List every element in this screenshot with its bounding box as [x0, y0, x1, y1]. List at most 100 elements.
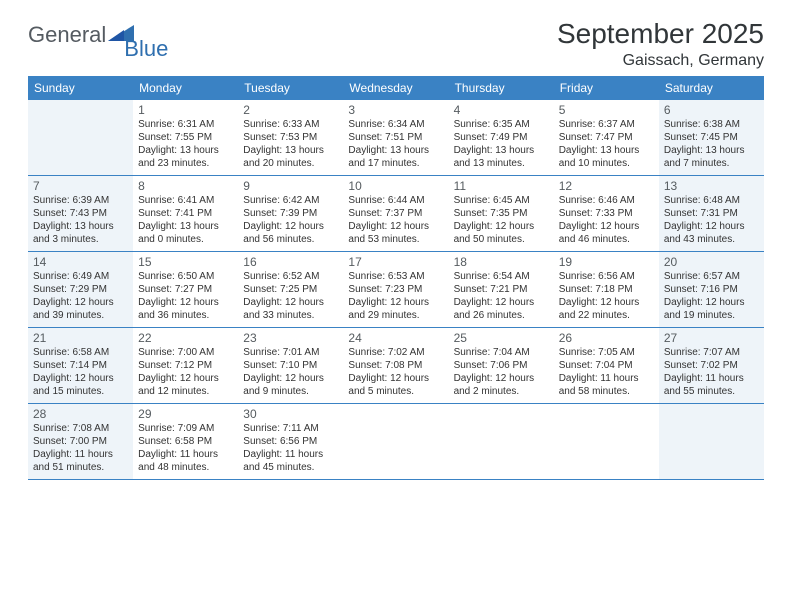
daylight-text: Daylight: 12 hours and 19 minutes.: [664, 296, 759, 322]
day-number: 1: [138, 103, 233, 117]
sunset-text: Sunset: 7:41 PM: [138, 207, 233, 220]
daylight-text: Daylight: 13 hours and 20 minutes.: [243, 144, 338, 170]
daylight-text: Daylight: 13 hours and 3 minutes.: [33, 220, 128, 246]
day-header-friday: Friday: [554, 76, 659, 100]
daylight-text: Daylight: 11 hours and 48 minutes.: [138, 448, 233, 474]
day-info: Sunrise: 6:41 AMSunset: 7:41 PMDaylight:…: [138, 194, 233, 246]
day-cell: [343, 404, 448, 479]
sunrise-text: Sunrise: 7:08 AM: [33, 422, 128, 435]
day-number: 8: [138, 179, 233, 193]
day-info: Sunrise: 6:46 AMSunset: 7:33 PMDaylight:…: [559, 194, 654, 246]
day-cell: 22Sunrise: 7:00 AMSunset: 7:12 PMDayligh…: [133, 328, 238, 403]
day-info: Sunrise: 6:34 AMSunset: 7:51 PMDaylight:…: [348, 118, 443, 170]
daylight-text: Daylight: 12 hours and 33 minutes.: [243, 296, 338, 322]
day-number: 19: [559, 255, 654, 269]
sunrise-text: Sunrise: 7:01 AM: [243, 346, 338, 359]
day-cell: 14Sunrise: 6:49 AMSunset: 7:29 PMDayligh…: [28, 252, 133, 327]
day-cell: 29Sunrise: 7:09 AMSunset: 6:58 PMDayligh…: [133, 404, 238, 479]
day-number: 17: [348, 255, 443, 269]
sunset-text: Sunset: 7:10 PM: [243, 359, 338, 372]
daylight-text: Daylight: 12 hours and 43 minutes.: [664, 220, 759, 246]
day-number: 27: [664, 331, 759, 345]
day-info: Sunrise: 6:38 AMSunset: 7:45 PMDaylight:…: [664, 118, 759, 170]
sunrise-text: Sunrise: 6:33 AM: [243, 118, 338, 131]
daylight-text: Daylight: 12 hours and 56 minutes.: [243, 220, 338, 246]
sunrise-text: Sunrise: 6:49 AM: [33, 270, 128, 283]
day-info: Sunrise: 6:54 AMSunset: 7:21 PMDaylight:…: [454, 270, 549, 322]
daylight-text: Daylight: 12 hours and 39 minutes.: [33, 296, 128, 322]
day-info: Sunrise: 6:50 AMSunset: 7:27 PMDaylight:…: [138, 270, 233, 322]
sunrise-text: Sunrise: 6:35 AM: [454, 118, 549, 131]
sunset-text: Sunset: 7:04 PM: [559, 359, 654, 372]
day-number: 9: [243, 179, 338, 193]
daylight-text: Daylight: 11 hours and 58 minutes.: [559, 372, 654, 398]
sunset-text: Sunset: 7:23 PM: [348, 283, 443, 296]
sunrise-text: Sunrise: 6:52 AM: [243, 270, 338, 283]
day-number: 28: [33, 407, 128, 421]
day-number: 22: [138, 331, 233, 345]
page: General Blue September 2025 Gaissach, Ge…: [0, 0, 792, 498]
sunset-text: Sunset: 7:00 PM: [33, 435, 128, 448]
sunset-text: Sunset: 7:49 PM: [454, 131, 549, 144]
week-row: 14Sunrise: 6:49 AMSunset: 7:29 PMDayligh…: [28, 252, 764, 328]
day-number: 14: [33, 255, 128, 269]
week-row: 1Sunrise: 6:31 AMSunset: 7:55 PMDaylight…: [28, 100, 764, 176]
sunset-text: Sunset: 7:51 PM: [348, 131, 443, 144]
week-row: 21Sunrise: 6:58 AMSunset: 7:14 PMDayligh…: [28, 328, 764, 404]
day-info: Sunrise: 6:39 AMSunset: 7:43 PMDaylight:…: [33, 194, 128, 246]
sunrise-text: Sunrise: 6:41 AM: [138, 194, 233, 207]
week-row: 7Sunrise: 6:39 AMSunset: 7:43 PMDaylight…: [28, 176, 764, 252]
day-header-tuesday: Tuesday: [238, 76, 343, 100]
day-cell: 25Sunrise: 7:04 AMSunset: 7:06 PMDayligh…: [449, 328, 554, 403]
day-cell: 2Sunrise: 6:33 AMSunset: 7:53 PMDaylight…: [238, 100, 343, 175]
day-info: Sunrise: 6:57 AMSunset: 7:16 PMDaylight:…: [664, 270, 759, 322]
sunset-text: Sunset: 7:25 PM: [243, 283, 338, 296]
day-header-monday: Monday: [133, 76, 238, 100]
daylight-text: Daylight: 11 hours and 55 minutes.: [664, 372, 759, 398]
daylight-text: Daylight: 13 hours and 17 minutes.: [348, 144, 443, 170]
day-cell: 11Sunrise: 6:45 AMSunset: 7:35 PMDayligh…: [449, 176, 554, 251]
day-cell: 3Sunrise: 6:34 AMSunset: 7:51 PMDaylight…: [343, 100, 448, 175]
sunrise-text: Sunrise: 7:07 AM: [664, 346, 759, 359]
sunrise-text: Sunrise: 7:05 AM: [559, 346, 654, 359]
day-info: Sunrise: 6:52 AMSunset: 7:25 PMDaylight:…: [243, 270, 338, 322]
sunset-text: Sunset: 7:21 PM: [454, 283, 549, 296]
day-number: 16: [243, 255, 338, 269]
daylight-text: Daylight: 13 hours and 13 minutes.: [454, 144, 549, 170]
sunset-text: Sunset: 6:56 PM: [243, 435, 338, 448]
sunrise-text: Sunrise: 6:31 AM: [138, 118, 233, 131]
sunrise-text: Sunrise: 6:42 AM: [243, 194, 338, 207]
day-number: 21: [33, 331, 128, 345]
day-number: 24: [348, 331, 443, 345]
calendar: Sunday Monday Tuesday Wednesday Thursday…: [28, 76, 764, 480]
day-info: Sunrise: 7:11 AMSunset: 6:56 PMDaylight:…: [243, 422, 338, 474]
sunrise-text: Sunrise: 7:11 AM: [243, 422, 338, 435]
day-number: 4: [454, 103, 549, 117]
daylight-text: Daylight: 12 hours and 2 minutes.: [454, 372, 549, 398]
day-info: Sunrise: 6:58 AMSunset: 7:14 PMDaylight:…: [33, 346, 128, 398]
sunrise-text: Sunrise: 6:53 AM: [348, 270, 443, 283]
day-cell: [28, 100, 133, 175]
day-header-sunday: Sunday: [28, 76, 133, 100]
sunset-text: Sunset: 7:06 PM: [454, 359, 549, 372]
day-number: 12: [559, 179, 654, 193]
day-info: Sunrise: 6:35 AMSunset: 7:49 PMDaylight:…: [454, 118, 549, 170]
day-cell: 8Sunrise: 6:41 AMSunset: 7:41 PMDaylight…: [133, 176, 238, 251]
daylight-text: Daylight: 12 hours and 29 minutes.: [348, 296, 443, 322]
day-info: Sunrise: 7:01 AMSunset: 7:10 PMDaylight:…: [243, 346, 338, 398]
day-cell: 4Sunrise: 6:35 AMSunset: 7:49 PMDaylight…: [449, 100, 554, 175]
day-number: 7: [33, 179, 128, 193]
day-info: Sunrise: 7:02 AMSunset: 7:08 PMDaylight:…: [348, 346, 443, 398]
day-header-thursday: Thursday: [449, 76, 554, 100]
day-info: Sunrise: 7:08 AMSunset: 7:00 PMDaylight:…: [33, 422, 128, 474]
day-cell: [554, 404, 659, 479]
sunrise-text: Sunrise: 6:56 AM: [559, 270, 654, 283]
sunset-text: Sunset: 7:53 PM: [243, 131, 338, 144]
daylight-text: Daylight: 13 hours and 10 minutes.: [559, 144, 654, 170]
day-cell: 27Sunrise: 7:07 AMSunset: 7:02 PMDayligh…: [659, 328, 764, 403]
day-cell: 28Sunrise: 7:08 AMSunset: 7:00 PMDayligh…: [28, 404, 133, 479]
day-cell: 26Sunrise: 7:05 AMSunset: 7:04 PMDayligh…: [554, 328, 659, 403]
day-info: Sunrise: 6:45 AMSunset: 7:35 PMDaylight:…: [454, 194, 549, 246]
day-info: Sunrise: 6:42 AMSunset: 7:39 PMDaylight:…: [243, 194, 338, 246]
day-cell: 30Sunrise: 7:11 AMSunset: 6:56 PMDayligh…: [238, 404, 343, 479]
